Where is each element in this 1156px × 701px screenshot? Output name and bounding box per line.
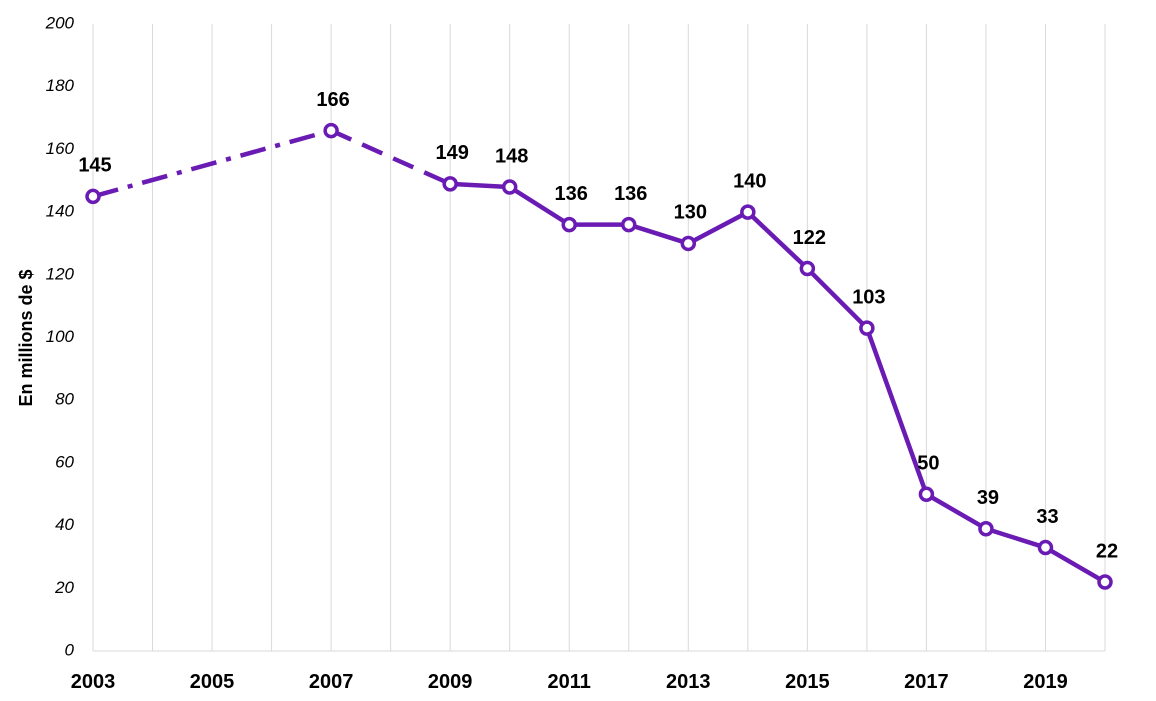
data-label: 140 — [733, 170, 766, 192]
data-label: 22 — [1096, 540, 1118, 562]
data-point — [978, 520, 994, 537]
x-axis-ticks: 2003 2005 2007 2009 2011 2013 2015 2017 2019 — [71, 671, 1068, 693]
data-point — [561, 216, 577, 233]
series-segment — [864, 327, 929, 496]
series-segment — [925, 492, 988, 531]
y-tick-label: 60 — [55, 452, 74, 471]
x-tick-label: 2017 — [904, 671, 949, 693]
x-tick-label: 2019 — [1023, 671, 1068, 693]
y-tick-label: 100 — [46, 327, 75, 346]
series-segment — [330, 128, 452, 186]
data-point — [621, 216, 637, 233]
data-label: 145 — [78, 155, 111, 177]
y-tick-label: 140 — [46, 202, 75, 221]
series-segment — [508, 185, 571, 227]
x-tick-label: 2015 — [785, 671, 830, 693]
data-labels: 145 166 149 148 136 136 130 140 122 103 50 39 33 22 — [78, 89, 1118, 562]
data-point — [442, 176, 458, 192]
data-label: 33 — [1036, 506, 1058, 528]
grid-lines — [92, 24, 1106, 652]
data-point — [740, 204, 756, 220]
data-point — [323, 122, 339, 139]
y-tick-label: 160 — [46, 139, 75, 158]
data-point — [799, 260, 816, 277]
series-segment — [687, 210, 749, 246]
data-point — [1037, 539, 1054, 556]
y-tick-label: 20 — [54, 578, 74, 597]
x-tick-label: 2011 — [548, 671, 591, 693]
series-segment — [1044, 545, 1107, 584]
y-tick-label: 180 — [46, 76, 75, 95]
data-label: 136 — [555, 183, 588, 205]
data-label: 130 — [674, 202, 707, 224]
data-label: 103 — [852, 286, 885, 308]
y-axis-label: En millions de $ — [16, 269, 36, 406]
series-points — [85, 122, 1113, 590]
y-tick-label: 0 — [65, 640, 75, 659]
y-tick-label: 200 — [45, 13, 75, 32]
data-label: 149 — [435, 142, 468, 164]
data-point — [918, 486, 935, 502]
series-segment — [92, 128, 332, 199]
y-axis-ticks: 0 20 40 60 80 100 120 140 160 180 200 — [45, 13, 75, 659]
data-label: 122 — [793, 227, 826, 249]
y-tick-label: 40 — [55, 515, 74, 534]
data-point — [85, 188, 101, 205]
x-tick-label: 2013 — [666, 671, 711, 693]
series-segment — [628, 222, 689, 246]
data-point — [501, 179, 518, 195]
series-segment — [746, 210, 809, 271]
series-segment — [805, 266, 869, 330]
data-point — [680, 235, 697, 252]
data-point — [1097, 574, 1113, 590]
series-segment — [450, 181, 510, 190]
series-segment — [985, 526, 1047, 550]
y-tick-label: 80 — [55, 390, 74, 409]
data-label: 50 — [917, 453, 939, 475]
y-tick-label: 120 — [46, 264, 75, 283]
series-line — [92, 128, 1107, 584]
x-tick-label: 2005 — [190, 671, 235, 693]
x-tick-label: 2003 — [71, 671, 116, 693]
data-label: 166 — [316, 89, 349, 111]
data-label: 39 — [977, 487, 999, 509]
data-point — [859, 320, 875, 336]
x-tick-label: 2007 — [309, 671, 354, 693]
data-label: 148 — [495, 145, 528, 167]
x-tick-label: 2009 — [428, 671, 473, 693]
data-label: 136 — [614, 183, 647, 205]
